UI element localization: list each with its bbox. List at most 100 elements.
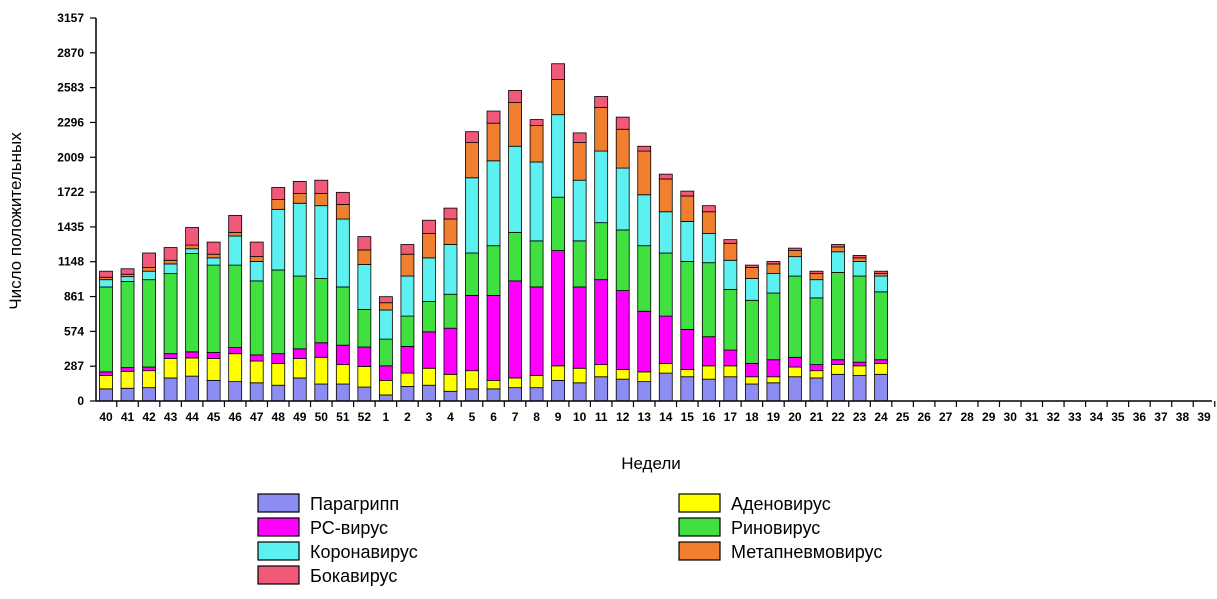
x-tick-label: 13 [638, 410, 652, 424]
bar-segment [164, 274, 177, 354]
bar-segment [767, 264, 780, 274]
bar-segment [530, 241, 543, 287]
bar-segment [616, 168, 629, 230]
bar-segment [100, 280, 113, 287]
bar-segment [487, 380, 500, 388]
y-ticks: 0287574861114814351722200922962583287031… [57, 11, 96, 408]
bar-segment [875, 360, 888, 364]
legend-label: Метапневмовирус [731, 542, 882, 562]
bar-segment [832, 374, 845, 401]
y-tick-label: 1148 [58, 255, 84, 269]
bar-segment [121, 388, 134, 401]
bar-segment [100, 376, 113, 389]
bar-segment [875, 276, 888, 292]
bar-segment [121, 277, 134, 282]
x-tick-label: 38 [1176, 410, 1190, 424]
x-tick-label: 9 [555, 410, 562, 424]
bar-segment [659, 373, 672, 401]
bar-segment [788, 257, 801, 276]
bar-segment [315, 357, 328, 384]
bar-segment [659, 316, 672, 363]
legend-label: Коронавирус [310, 542, 418, 562]
bar-segment [315, 278, 328, 342]
bar-segment [638, 195, 651, 246]
y-tick-label: 861 [64, 290, 84, 304]
bar-segment [164, 378, 177, 401]
x-tick-label: 47 [250, 410, 264, 424]
y-tick-label: 287 [64, 359, 84, 373]
bar-segment [186, 254, 199, 352]
bar-segment [143, 280, 156, 367]
bar-segment [315, 343, 328, 358]
legend-swatch [679, 494, 720, 512]
bar-segment [293, 349, 306, 359]
bar-segment [681, 329, 694, 369]
bar-segment [293, 203, 306, 276]
bar-segment [832, 245, 845, 247]
bar-segment [401, 245, 414, 255]
bar-segment [724, 366, 737, 377]
bar-segment [638, 382, 651, 401]
x-tick-label: 35 [1111, 410, 1125, 424]
bar-segment [788, 251, 801, 257]
bar-segment [530, 126, 543, 162]
bar-segment [121, 371, 134, 388]
bar-segment [767, 383, 780, 401]
x-tick-label: 37 [1154, 410, 1168, 424]
bar-segment [724, 240, 737, 244]
bar-segment [466, 295, 479, 370]
x-tick-label: 19 [767, 410, 781, 424]
bar-segment [379, 297, 392, 303]
bar-segment [207, 258, 220, 265]
bar-segment [466, 371, 479, 389]
x-tick-label: 1 [383, 410, 390, 424]
bar-segment [444, 374, 457, 391]
bar-segment [810, 371, 823, 378]
bar-segment [638, 372, 651, 382]
bar-segment [638, 311, 651, 372]
bar-segment [229, 348, 242, 354]
y-tick-label: 1435 [57, 220, 84, 234]
bar-segment [509, 103, 522, 147]
legend-item: Риновирус [679, 518, 820, 538]
bar-segment [832, 252, 845, 273]
bar-segment [573, 368, 586, 383]
legend-item: Метапневмовирус [679, 542, 882, 562]
bar-segment [702, 234, 715, 263]
x-tick-label: 12 [616, 410, 630, 424]
bar-segment [143, 268, 156, 272]
bar-segment [315, 206, 328, 279]
bar-segment [422, 234, 435, 258]
x-tick-label: 41 [121, 410, 135, 424]
bar-segment [616, 129, 629, 168]
bar-segment [143, 367, 156, 371]
bar-segment [100, 271, 113, 277]
bar-segment [229, 215, 242, 232]
bar-segment [401, 373, 414, 386]
bar-segment [444, 391, 457, 401]
bar-segment [853, 366, 866, 376]
bar-segment [616, 230, 629, 291]
bar-segment [250, 257, 263, 262]
x-tick-label: 15 [681, 410, 695, 424]
bar-segment [702, 263, 715, 337]
bar-segment [552, 64, 565, 80]
bar-segment [552, 366, 565, 381]
bar-segment [229, 354, 242, 382]
bar-segment [250, 383, 263, 401]
bar-segment [788, 248, 801, 250]
bar-segment [853, 276, 866, 362]
bar-segment [509, 281, 522, 378]
bar-segment [810, 271, 823, 273]
x-tick-label: 17 [724, 410, 738, 424]
bar-segment [336, 204, 349, 219]
x-tick-label: 32 [1047, 410, 1061, 424]
y-tick-label: 2296 [57, 115, 84, 129]
bar-segment [422, 302, 435, 332]
bar-segment [509, 378, 522, 388]
bar-segment [100, 389, 113, 401]
bar-segment [487, 161, 500, 246]
bar-segment [573, 383, 586, 401]
bar-segment [487, 111, 500, 123]
